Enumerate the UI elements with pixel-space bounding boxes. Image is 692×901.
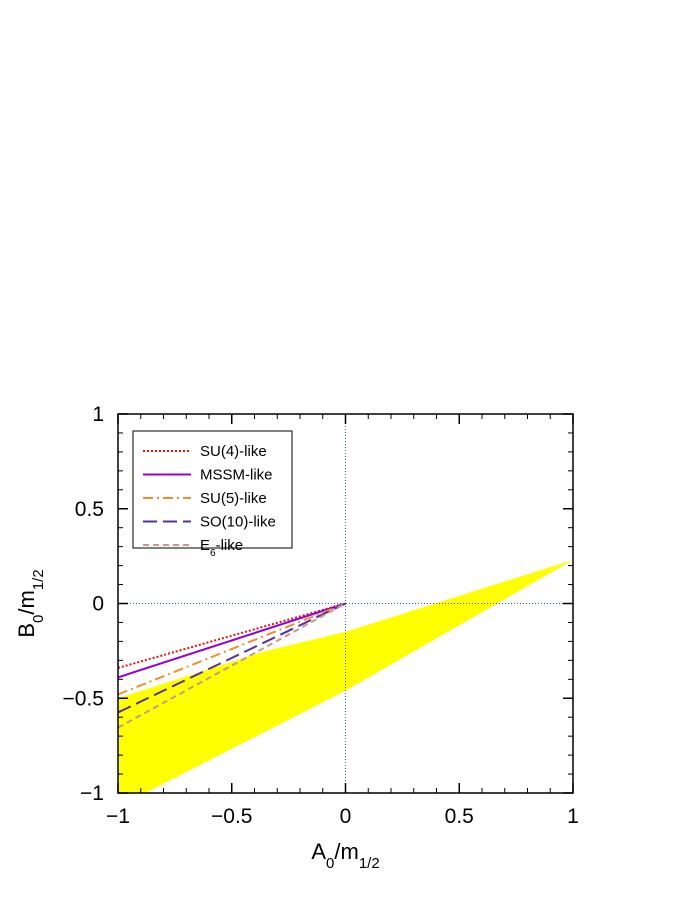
text-part: E — [200, 537, 210, 554]
subscript: 1/2 — [30, 569, 47, 590]
text-part: MSSM-like — [200, 467, 273, 484]
x-tick-label: 0.5 — [445, 805, 474, 828]
legend-label: E6-like — [200, 537, 243, 559]
x-tick-label: 0 — [340, 805, 352, 828]
subscript: 0 — [326, 855, 334, 872]
subscript: 6 — [210, 548, 216, 559]
legend-label: SU(4)-like — [200, 443, 267, 460]
text-part: /m — [14, 590, 39, 614]
text-part: A — [311, 839, 326, 864]
y-tick-label: 0 — [92, 593, 104, 616]
x-tick-label: −1 — [106, 805, 130, 828]
y-tick-label: −1 — [80, 782, 104, 805]
series-line — [117, 602, 346, 679]
series-line — [117, 602, 346, 669]
text-part: SU(5)-like — [200, 490, 267, 507]
legend-label: SU(5)-like — [200, 490, 267, 507]
text-part: -like — [216, 537, 244, 554]
x-axis-label: A0/m1/2 — [311, 839, 379, 872]
text-part: SO(10)-like — [200, 514, 276, 531]
y-tick-label: 0.5 — [75, 498, 104, 521]
text-part: B — [14, 623, 39, 638]
y-tick-label: −0.5 — [63, 687, 104, 710]
series-line — [117, 602, 346, 714]
legend-label: MSSM-like — [200, 467, 273, 484]
series-line — [117, 602, 346, 696]
x-tick-label: −0.5 — [211, 805, 252, 828]
series-line — [117, 602, 346, 729]
subscript: 0 — [30, 615, 47, 623]
y-axis-label: B0/m1/2 — [14, 569, 47, 637]
x-tick-label: 1 — [567, 805, 579, 828]
text-part: /m — [334, 839, 358, 864]
legend-label: SO(10)-like — [200, 514, 276, 531]
text-part: SU(4)-like — [200, 443, 267, 460]
subscript: 1/2 — [359, 855, 380, 872]
feasible-region — [118, 559, 573, 793]
y-tick-label: 1 — [92, 403, 104, 426]
